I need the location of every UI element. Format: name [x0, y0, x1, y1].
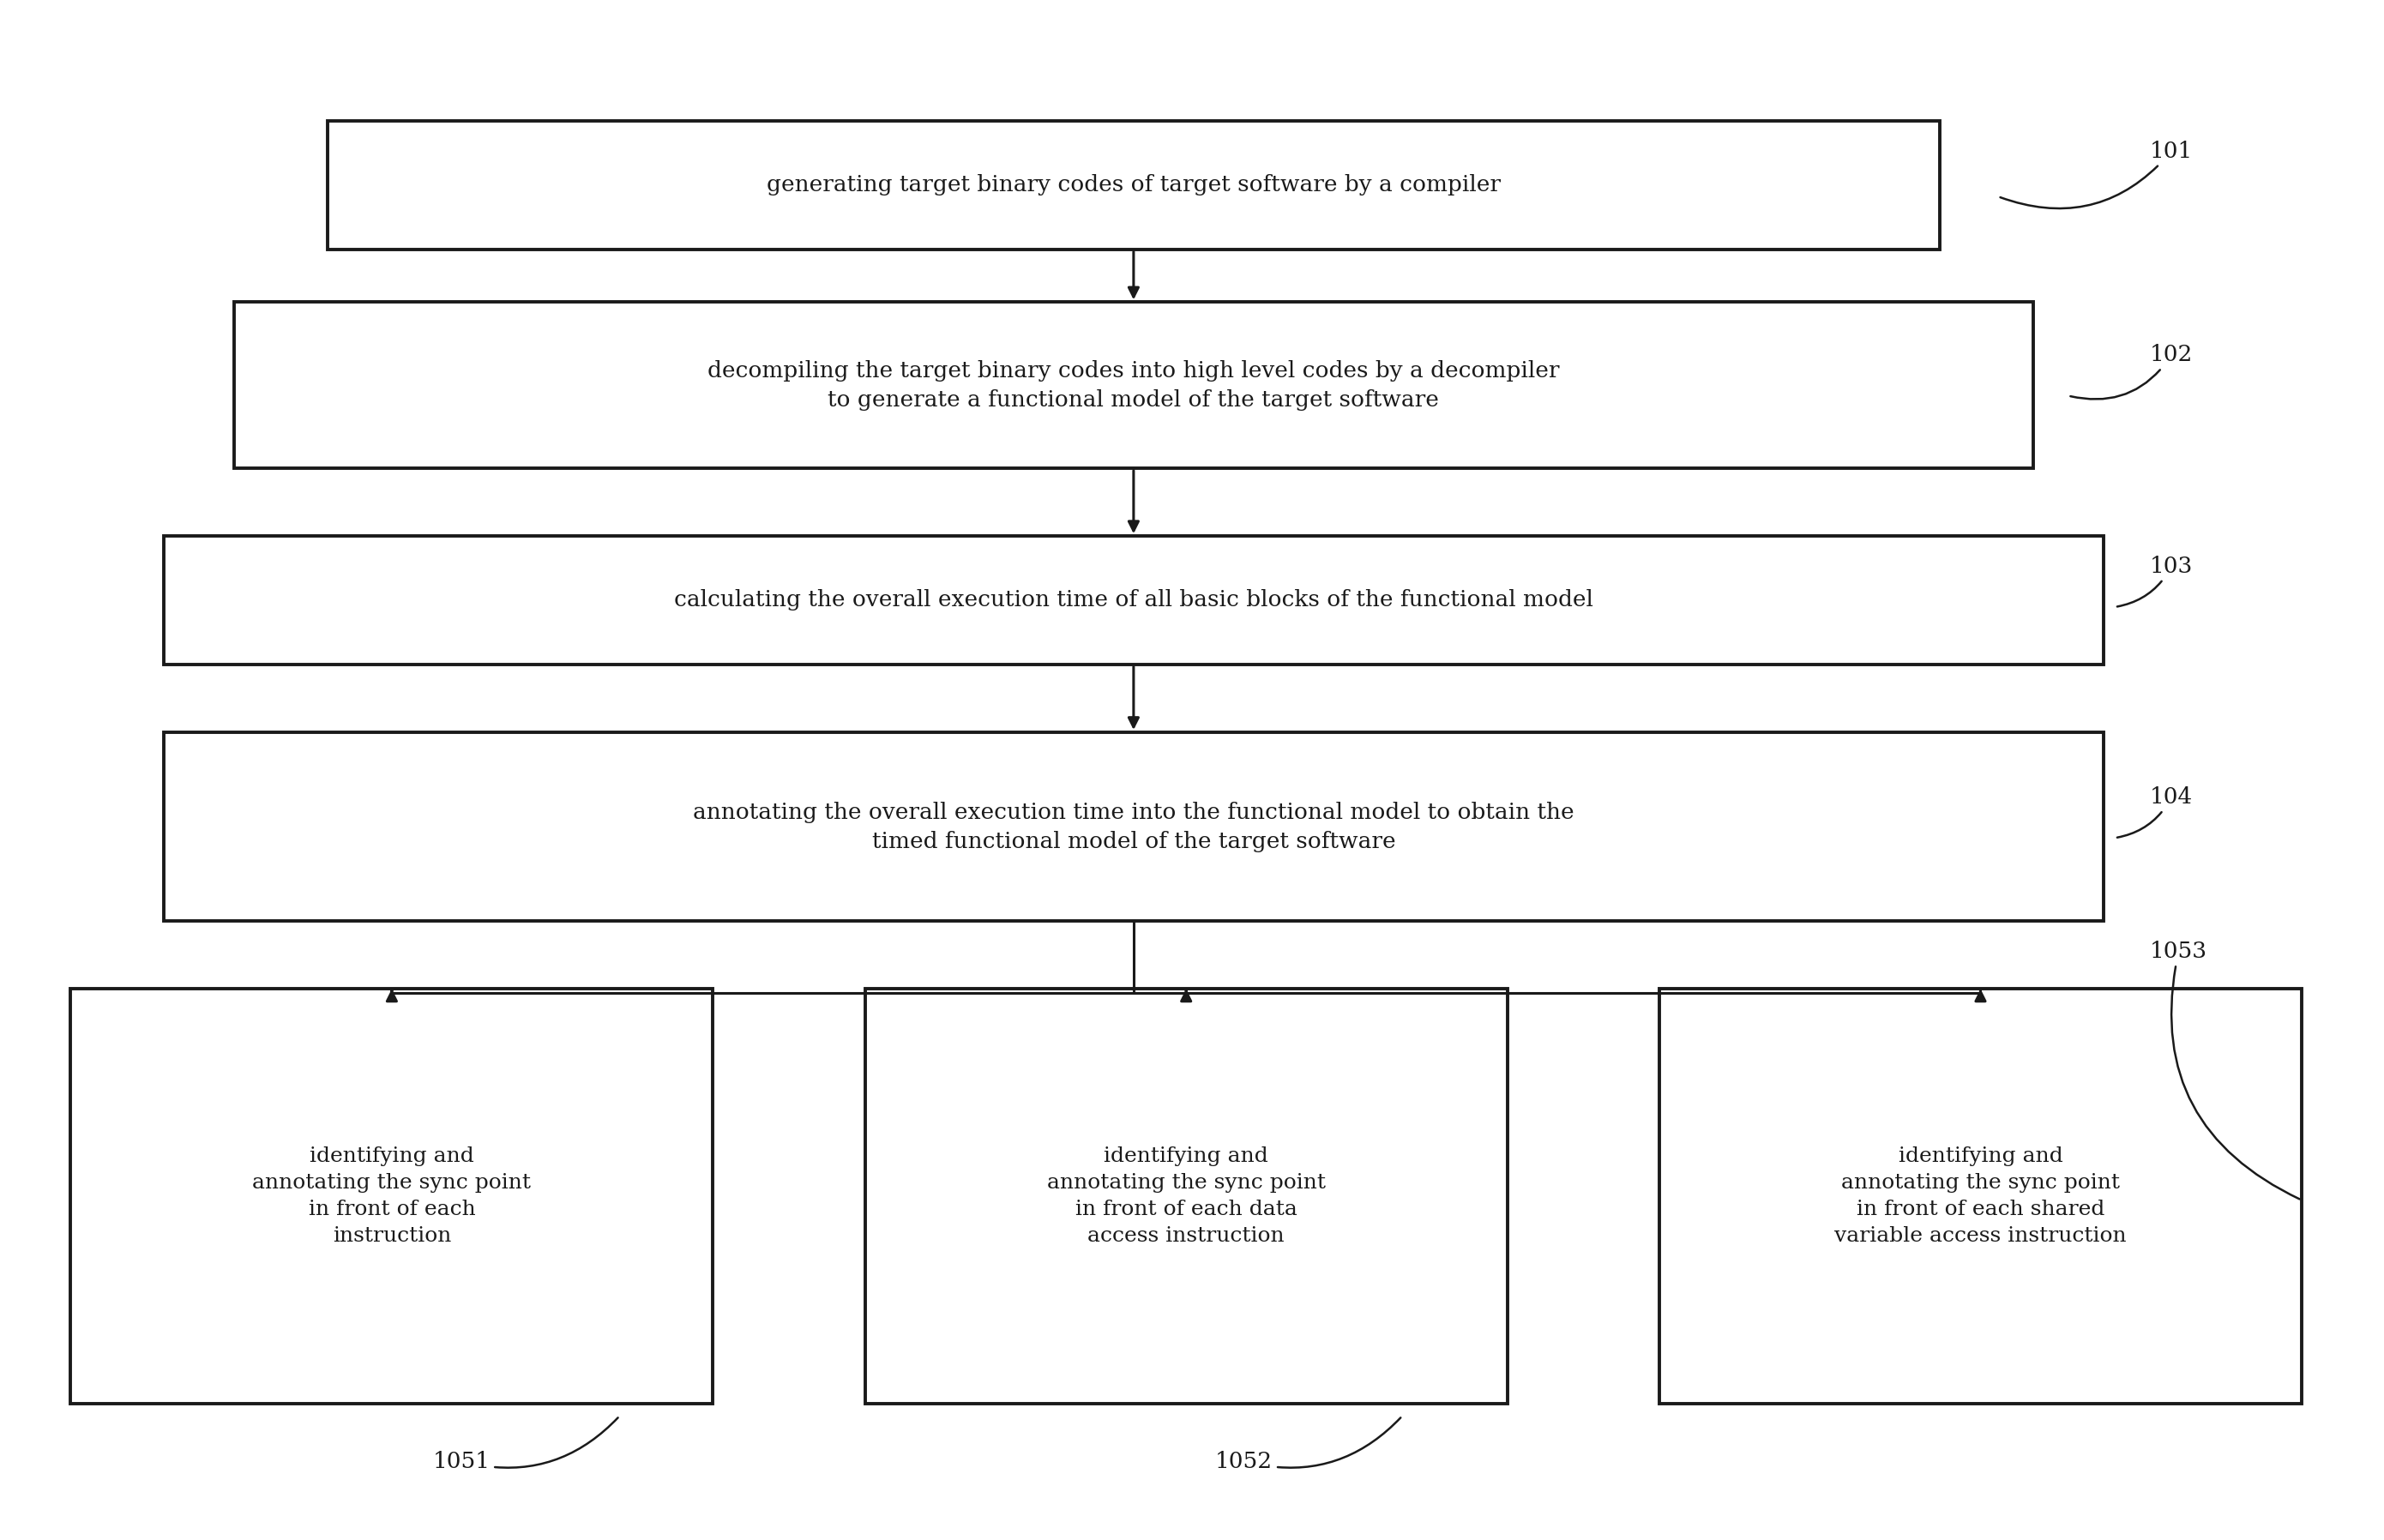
FancyBboxPatch shape	[865, 989, 1507, 1404]
FancyBboxPatch shape	[164, 536, 2103, 664]
Text: 101: 101	[2000, 140, 2193, 208]
FancyBboxPatch shape	[164, 733, 2103, 921]
Text: 1053: 1053	[2150, 941, 2301, 1200]
Text: 104: 104	[2117, 787, 2193, 838]
FancyBboxPatch shape	[72, 989, 713, 1404]
Text: 103: 103	[2117, 556, 2193, 607]
Text: identifying and
annotating the sync point
in front of each data
access instructi: identifying and annotating the sync poin…	[1047, 1146, 1326, 1246]
FancyBboxPatch shape	[327, 122, 1941, 249]
Text: 1051: 1051	[434, 1418, 617, 1472]
Text: 1052: 1052	[1216, 1418, 1402, 1472]
FancyBboxPatch shape	[234, 302, 2034, 468]
Text: calculating the overall execution time of all basic blocks of the functional mod: calculating the overall execution time o…	[675, 590, 1593, 611]
Text: identifying and
annotating the sync point
in front of each shared
variable acces: identifying and annotating the sync poin…	[1833, 1146, 2127, 1246]
Text: decompiling the target binary codes into high level codes by a decompiler
to gen: decompiling the target binary codes into…	[708, 360, 1559, 411]
Text: annotating the overall execution time into the functional model to obtain the
ti: annotating the overall execution time in…	[694, 801, 1573, 852]
Text: identifying and
annotating the sync point
in front of each
instruction: identifying and annotating the sync poin…	[253, 1146, 532, 1246]
Text: generating target binary codes of target software by a compiler: generating target binary codes of target…	[768, 174, 1500, 196]
Text: 102: 102	[2069, 345, 2193, 399]
FancyBboxPatch shape	[1659, 989, 2301, 1404]
